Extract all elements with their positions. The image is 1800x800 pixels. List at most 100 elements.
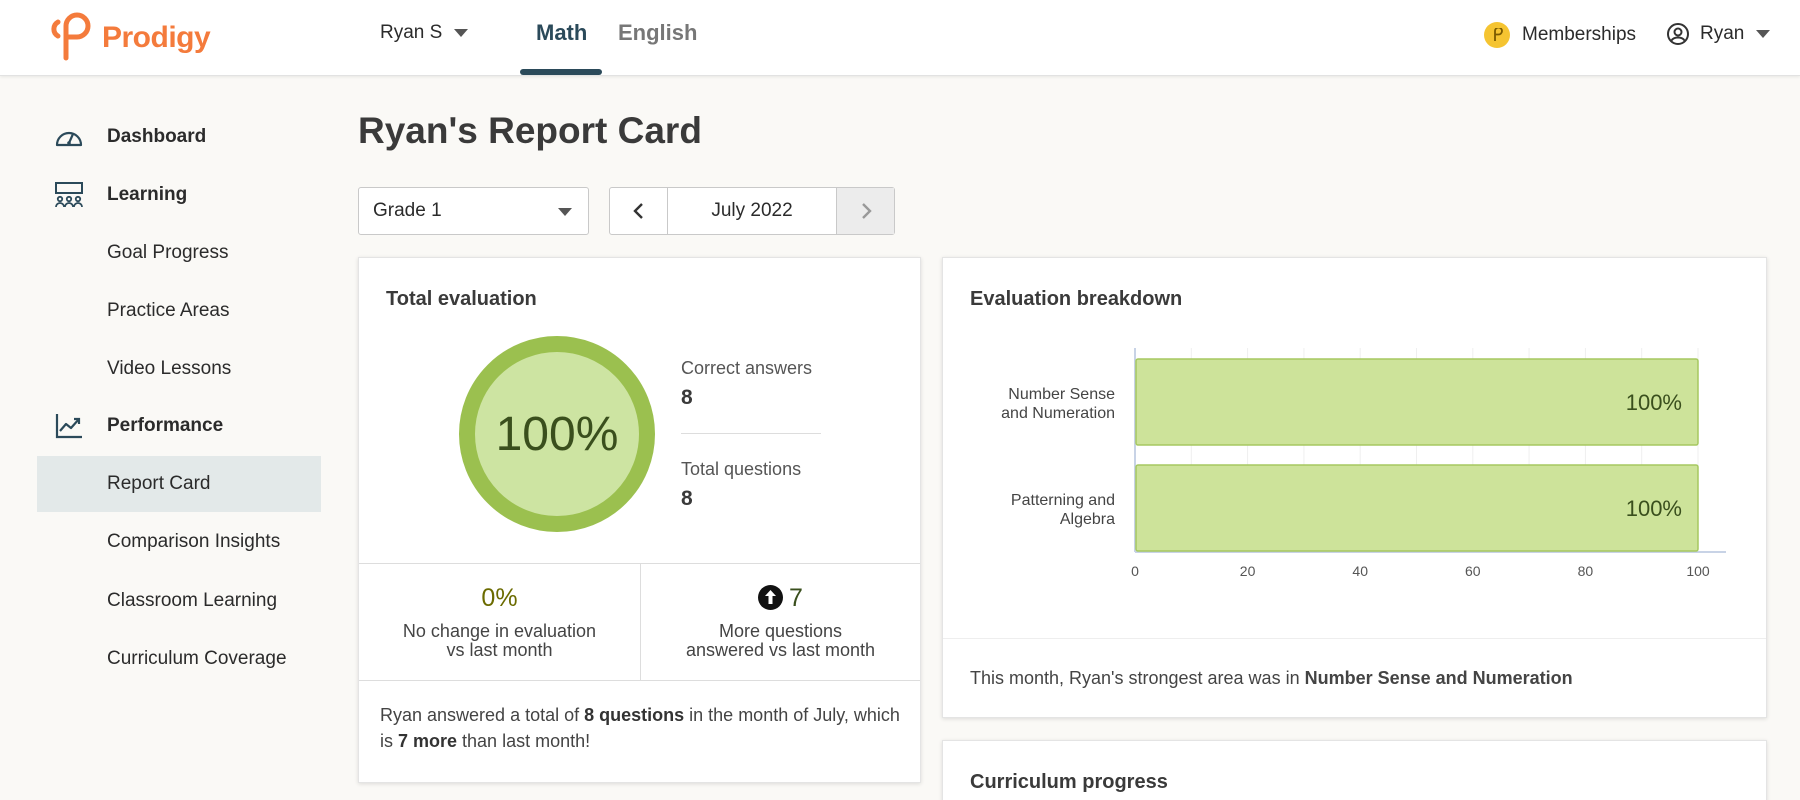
active-tab-indicator [520, 69, 602, 75]
membership-coin-icon [1484, 22, 1510, 48]
next-month-button[interactable] [836, 188, 894, 234]
chart-tick-label: 20 [1240, 563, 1256, 579]
user-menu[interactable]: Ryan [1666, 22, 1771, 46]
sidebar-item-classroom-learning[interactable]: Classroom Learning [37, 573, 321, 629]
sidebar-item-video-lessons[interactable]: Video Lessons [37, 341, 321, 397]
sidebar-item-label: Performance [107, 415, 224, 436]
chart-tick-label: 60 [1465, 563, 1481, 579]
divider [359, 563, 920, 564]
chevron-down-icon [1756, 30, 1771, 38]
chart-category-label: Algebra [1060, 511, 1115, 528]
sidebar-item-performance[interactable]: Performance [37, 398, 321, 454]
child-selector[interactable]: Ryan S [380, 22, 469, 44]
total-questions-value: 8 [681, 487, 693, 510]
sidebar-item-label: Curriculum Coverage [107, 648, 287, 669]
more-questions-number: 7 [789, 584, 803, 612]
user-circle-icon [1667, 23, 1689, 45]
correct-answers-value: 8 [681, 386, 693, 409]
sidebar-item-dashboard[interactable]: Dashboard [37, 109, 321, 165]
grade-select[interactable]: Grade 1 [358, 187, 589, 235]
sidebar-item-label: Video Lessons [107, 358, 232, 379]
chart-tick-label: 80 [1578, 563, 1594, 579]
sidebar-item-curriculum-coverage[interactable]: Curriculum Coverage [37, 631, 321, 687]
summary-text: in the month of July, which is [380, 705, 900, 751]
evaluation-change-label: No change in evaluation vs last month [359, 622, 640, 660]
evaluation-breakdown-card: Evaluation breakdown 0 20 40 60 80 100 100% Num… [942, 257, 1767, 718]
sidebar-item-label: Classroom Learning [107, 590, 278, 611]
card-title: Total evaluation [386, 288, 537, 310]
tab-math[interactable]: Math [536, 20, 588, 45]
evaluation-change-value: 0% [481, 584, 518, 612]
chart-tick-label: 40 [1352, 563, 1368, 579]
page-title: Ryan's Report Card [358, 110, 702, 151]
month-navigator: July 2022 [609, 187, 895, 235]
footer-text: This month, Ryan's strongest area was in [970, 668, 1305, 688]
prodigy-logo[interactable]: Prodigy [46, 10, 211, 66]
evaluation-change-label-line2: vs last month [446, 640, 553, 660]
summary-bold: 8 questions [584, 705, 685, 725]
current-month: July 2022 [711, 200, 793, 221]
chart-bar [1135, 464, 1699, 552]
more-questions-label-line2: answered vs last month [685, 640, 876, 660]
summary-bold: 7 more [398, 731, 458, 751]
sidebar-item-label: Practice Areas [107, 300, 230, 321]
sidebar-item-comparison-insights[interactable]: Comparison Insights [37, 514, 321, 570]
more-questions-value: 7 [640, 584, 921, 613]
top-navigation-bar: Prodigy Ryan S Math English Memberships … [0, 0, 1800, 76]
chart-category-label: Patterning and [1011, 492, 1115, 509]
sidebar-item-practice-areas[interactable]: Practice Areas [37, 283, 321, 339]
chart-category-label: Number Sense [1008, 386, 1115, 403]
sidebar-item-label: Report Card [107, 473, 211, 494]
sidebar-item-label: Comparison Insights [107, 531, 281, 552]
total-evaluation-card: Total evaluation 100% Correct answers 8 … [358, 257, 921, 783]
chart-data-label: 100% [1626, 390, 1682, 415]
chart-category-label: and Numeration [1001, 405, 1115, 422]
chevron-right-icon [861, 203, 872, 219]
memberships-label: Memberships [1522, 24, 1637, 45]
chart-tick-label: 0 [1131, 563, 1139, 579]
sidebar-item-learning[interactable]: Learning [37, 167, 321, 223]
evaluation-change-label-line1: No change in evaluation [402, 621, 597, 641]
divider [640, 563, 641, 680]
sidebar-item-goal-progress[interactable]: Goal Progress [37, 225, 321, 281]
summary-text: Ryan answered a total of [380, 705, 585, 725]
previous-month-button[interactable] [610, 188, 668, 234]
evaluation-breakdown-chart: 0 20 40 60 80 100 100% Number Sense and Numerati… [1001, 348, 1726, 579]
score-percentage: 100% [495, 407, 619, 461]
sidebar-item-label: Dashboard [107, 126, 207, 147]
correct-answers-label: Correct answers [681, 358, 813, 378]
classroom-icon [55, 182, 83, 208]
chart-data-label: 100% [1626, 496, 1682, 521]
strongest-area-text: This month, Ryan's strongest area was in… [970, 668, 1573, 689]
divider [359, 680, 920, 681]
trend-chart-icon [55, 414, 82, 439]
chevron-down-icon [558, 208, 572, 216]
more-questions-label-line1: More questions [718, 621, 843, 641]
sidebar-item-label: Goal Progress [107, 242, 229, 263]
curriculum-progress-card: Curriculum progress [942, 740, 1767, 800]
prodigy-logo-icon [51, 12, 91, 61]
card-title: Curriculum progress [970, 771, 1168, 793]
card-title: Evaluation breakdown [970, 288, 1183, 310]
child-name: Ryan S [380, 22, 443, 43]
stat-divider [681, 433, 821, 434]
divider [943, 638, 1766, 639]
memberships-link[interactable]: Memberships [1484, 22, 1636, 48]
chart-tick-label: 100 [1686, 563, 1710, 579]
user-name: Ryan [1700, 23, 1745, 44]
gauge-icon [55, 131, 83, 147]
more-questions-label: More questions answered vs last month [640, 622, 921, 660]
brand-name: Prodigy [102, 21, 211, 54]
arrow-up-circle-icon [758, 585, 784, 610]
grade-select-value: Grade 1 [373, 200, 442, 221]
tab-english[interactable]: English [618, 20, 698, 45]
sidebar-item-label: Learning [107, 184, 188, 205]
score-ring-graphic [459, 336, 655, 532]
chevron-down-icon [454, 29, 469, 37]
strongest-area-name: Number Sense and Numeration [1304, 668, 1573, 688]
score-ring: 100% [458, 335, 656, 533]
chevron-left-icon [632, 203, 643, 219]
sidebar-item-report-card[interactable]: Report Card [37, 456, 321, 512]
chart-bar [1135, 358, 1699, 446]
summary-text: than last month! [457, 731, 591, 751]
